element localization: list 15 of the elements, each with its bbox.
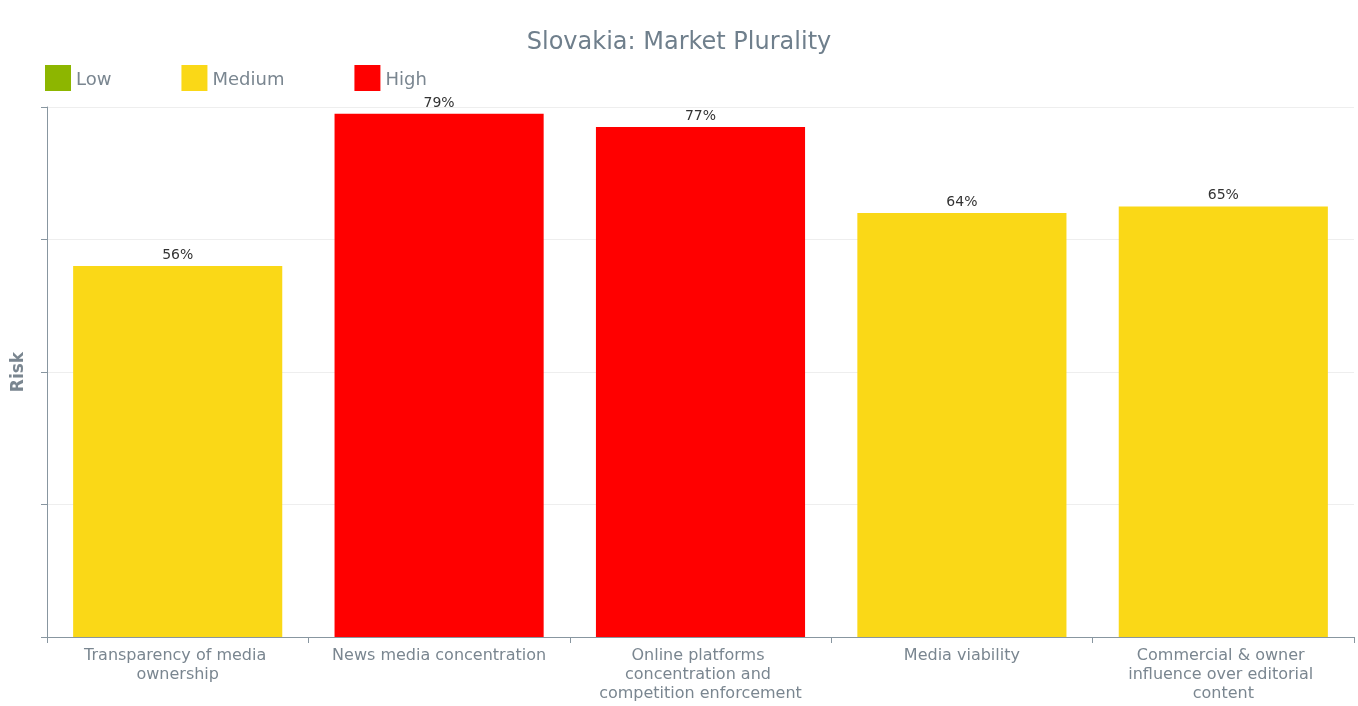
legend-label: Medium [212, 67, 285, 89]
x-tick-label: Commercial & owner influence over editorial content [1128, 645, 1319, 702]
data-label: 64% [946, 193, 978, 209]
legend-label: Low [76, 67, 112, 89]
data-label: 79% [423, 93, 455, 110]
chart-title: Slovakia: Market Plurality [526, 27, 832, 55]
x-tick-label: News media concentration [332, 645, 547, 664]
x-tick-label: Media viability [903, 645, 1020, 664]
legend-label: High [385, 67, 427, 89]
y-axis-title: Risk [6, 351, 27, 393]
data-label: 77% [684, 106, 717, 123]
x-tick-label: Online platforms concentration and competition enforcement [599, 645, 802, 702]
data-label: 56% [162, 246, 194, 262]
data-label: 65% [1207, 186, 1239, 203]
x-tick-label: Transparency of media ownership [83, 645, 272, 683]
